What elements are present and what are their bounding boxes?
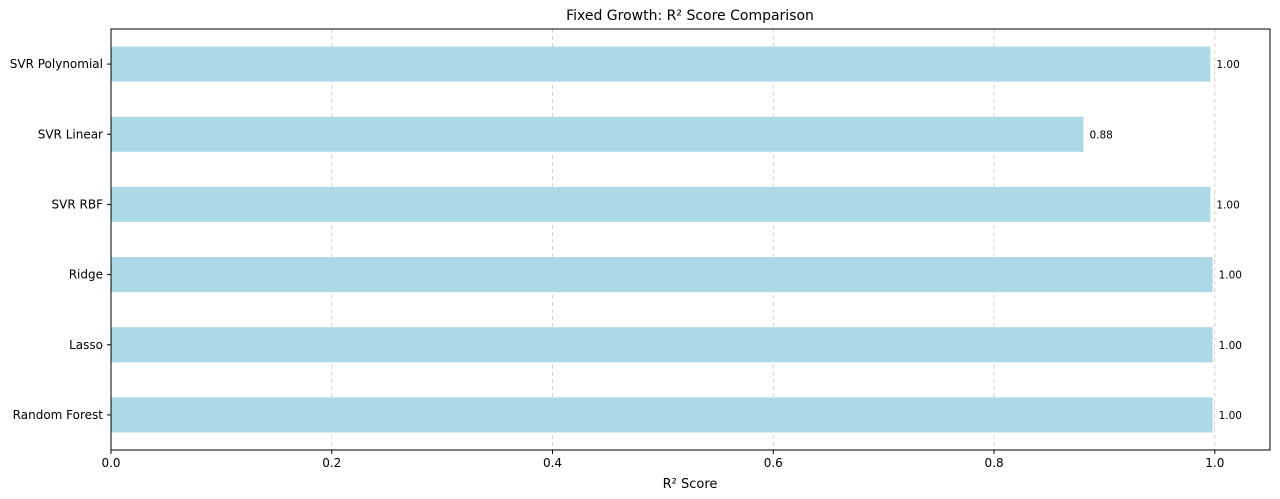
x-tick-label: 0.2 — [322, 456, 341, 470]
x-tick-label: 0.0 — [101, 456, 120, 470]
bar — [111, 257, 1213, 293]
plot-frame — [110, 28, 1271, 451]
category-label: SVR Linear — [38, 127, 103, 141]
chart-title: Fixed Growth: R² Score Comparison — [566, 8, 814, 24]
bar — [111, 327, 1213, 363]
category-label: Ridge — [69, 268, 103, 282]
bar — [111, 186, 1211, 222]
category-label: Random Forest — [13, 408, 104, 422]
category-label: SVR Polynomial — [10, 57, 103, 71]
x-axis-ticks: 0.0 0.2 0.4 0.6 0.8 1.0 — [101, 450, 1224, 470]
bar — [111, 116, 1084, 152]
x-tick-label: 0.8 — [985, 456, 1004, 470]
bar — [111, 397, 1213, 433]
bars — [111, 46, 1213, 433]
category-label: SVR RBF — [52, 197, 104, 211]
bar-value-label: 1.00 — [1219, 340, 1242, 352]
bar-value-label: 0.88 — [1089, 129, 1112, 141]
x-tick-label: 1.0 — [1205, 456, 1224, 470]
bar-value-label: 1.00 — [1219, 270, 1242, 282]
x-axis-label: R² Score — [663, 477, 718, 492]
data-labels: 1.00 0.88 1.00 1.00 1.00 1.00 — [1089, 59, 1242, 422]
bar — [111, 46, 1211, 82]
bar-value-label: 1.00 — [1219, 410, 1242, 422]
grid-lines — [110, 29, 1216, 450]
bar-value-label: 1.00 — [1216, 59, 1239, 71]
x-tick-label: 0.6 — [764, 456, 783, 470]
x-tick-label: 0.4 — [543, 456, 562, 470]
category-labels: SVR Polynomial SVR Linear SVR RBF Ridge Lass… — [10, 57, 111, 422]
category-label: Lasso — [69, 338, 103, 352]
bar-value-label: 1.00 — [1216, 199, 1239, 211]
